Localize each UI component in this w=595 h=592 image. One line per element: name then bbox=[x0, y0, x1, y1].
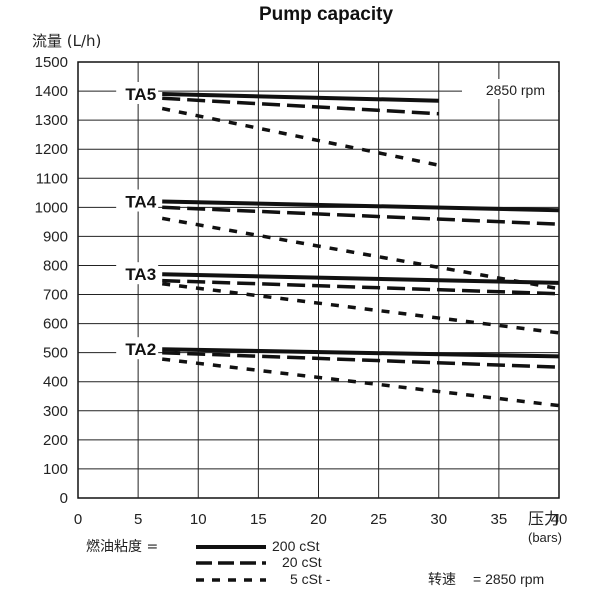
series-ta5-solid bbox=[162, 92, 439, 103]
vertical-grid bbox=[137, 62, 500, 498]
x-tick-label: 30 bbox=[430, 511, 447, 528]
legend-title: 燃油粘度 = bbox=[86, 538, 158, 555]
y-tick-label: 1200 bbox=[35, 141, 68, 158]
x-tick-label: 5 bbox=[134, 511, 142, 528]
rpm-note-background bbox=[462, 79, 558, 99]
y-tick-label: 800 bbox=[43, 257, 68, 274]
x-tick-label: 20 bbox=[310, 511, 327, 528]
x-tick-label: 35 bbox=[491, 511, 508, 528]
group-label-ta2: TA2 bbox=[125, 340, 156, 359]
speed-footer-label: 转速 bbox=[428, 572, 456, 588]
chart-title: Pump capacity bbox=[259, 4, 394, 25]
y-tick-label: 1400 bbox=[35, 83, 68, 100]
y-tick-label: 500 bbox=[43, 345, 68, 362]
y-tick-label: 1100 bbox=[36, 170, 68, 187]
series-ta3-solid bbox=[162, 272, 560, 285]
y-tick-label: 100 bbox=[43, 461, 68, 478]
y-tick-label: 1500 bbox=[35, 54, 68, 71]
speed-footer: 转速 = 2850 rpm bbox=[428, 571, 544, 588]
x-axis-unit: (bars) bbox=[528, 530, 562, 545]
series-ta3-dashed bbox=[162, 278, 560, 296]
group-label-ta4: TA4 bbox=[125, 193, 156, 212]
speed-footer-value: = 2850 rpm bbox=[473, 571, 544, 587]
y-tick-label: 300 bbox=[43, 403, 68, 420]
x-axis-label: 压力 bbox=[528, 509, 560, 528]
y-tick-label: 1300 bbox=[35, 112, 68, 129]
legend-label-20cst: 20 cSt bbox=[282, 554, 322, 570]
series-ta4-dashed bbox=[162, 205, 560, 226]
legend-label-5cst: 5 cSt - bbox=[290, 571, 331, 587]
y-tick-label: 900 bbox=[43, 228, 68, 245]
y-tick-label: 400 bbox=[43, 374, 68, 391]
y-tick-label: 200 bbox=[43, 432, 68, 449]
legend-label-200cst: 200 cSt bbox=[272, 538, 320, 554]
y-axis-label: 流量 (L/h) bbox=[32, 32, 101, 50]
group-label-background bbox=[116, 81, 159, 104]
series-ta5-dashed bbox=[162, 96, 439, 116]
series-ta4-solid bbox=[162, 199, 560, 213]
x-tick-label: 25 bbox=[370, 511, 387, 528]
series-ta2-dashed bbox=[162, 350, 560, 369]
x-tick-label: 40 bbox=[551, 511, 568, 528]
y-tick-label: 700 bbox=[43, 287, 68, 304]
group-label-ta3: TA3 bbox=[125, 265, 156, 284]
group-label-background bbox=[116, 262, 159, 285]
x-tick-label: 10 bbox=[190, 511, 207, 528]
series-ta5-dotted bbox=[161, 106, 440, 167]
x-tick-label: 15 bbox=[250, 511, 267, 528]
y-tick-labels: 0 100 200 300 400 500 600 700 800 900 1000 1100 1200… bbox=[35, 54, 68, 507]
group-label-background bbox=[116, 189, 159, 212]
group-labels: TA5 TA4 TA3 TA2 bbox=[116, 81, 159, 360]
group-label-background bbox=[116, 337, 159, 360]
y-tick-label: 1000 bbox=[35, 199, 68, 216]
rpm-note: 2850 rpm bbox=[486, 82, 545, 98]
legend: 燃油粘度 = 200 cSt 20 cSt 5 cSt - bbox=[86, 538, 331, 587]
y-tick-label: 600 bbox=[43, 316, 68, 333]
series-lines bbox=[161, 92, 560, 408]
series-ta2-solid bbox=[162, 347, 560, 359]
group-label-ta5: TA5 bbox=[125, 85, 156, 104]
x-tick-label: 0 bbox=[74, 511, 82, 528]
y-tick-label: 0 bbox=[60, 490, 68, 507]
x-tick-labels: 0 5 10 15 20 25 30 35 40 bbox=[74, 511, 568, 528]
